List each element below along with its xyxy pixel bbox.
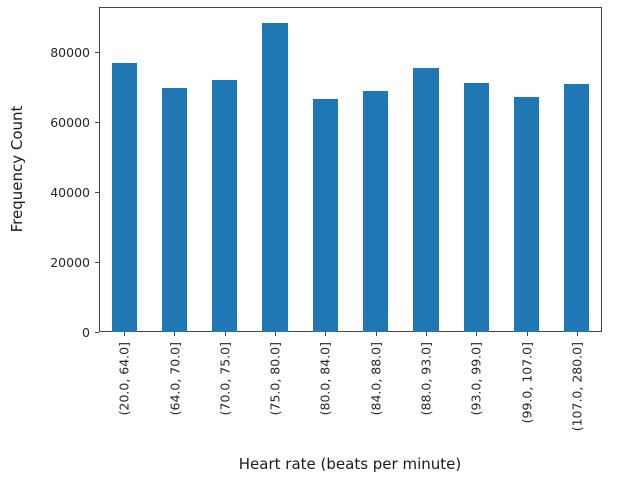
x-tick-mark (275, 332, 277, 336)
bar-7 (463, 83, 489, 332)
y-tick-mark (95, 192, 99, 194)
x-tick-mark (576, 332, 578, 336)
x-tick-label-text: (93.0, 99.0] (468, 342, 484, 416)
y-tick-label: 80000 (50, 44, 90, 60)
y-tick-label: 40000 (50, 184, 90, 200)
bar-5 (363, 91, 389, 332)
x-tick-mark (124, 332, 126, 336)
x-tick-mark (476, 332, 478, 336)
x-tick-label-text: (88.0, 93.0] (418, 342, 434, 416)
x-tick-mark (325, 332, 327, 336)
bar-9 (564, 84, 590, 332)
x-tick-label-text: (84.0, 88.0] (368, 342, 384, 416)
bar-4 (312, 99, 338, 332)
x-tick-label-text: (20.0, 64.0] (116, 342, 132, 416)
bar-8 (513, 97, 540, 332)
y-tick-label: 0 (82, 324, 90, 340)
x-tick-label-text: (64.0, 70.0] (166, 342, 182, 416)
bar-0 (111, 63, 137, 332)
x-axis-title: Heart rate (beats per minute) (238, 455, 462, 473)
x-tick-label-text: (75.0, 80.0] (267, 342, 283, 416)
x-tick-label-text: (80.0, 84.0] (317, 342, 333, 416)
x-tick-label-text: (107.0, 280.0] (569, 342, 585, 432)
bar-2 (212, 80, 238, 332)
y-tick-mark (95, 52, 99, 54)
y-axis-title: Frequency Count (8, 105, 26, 233)
bar-6 (413, 68, 439, 332)
x-tick-mark (526, 332, 528, 336)
x-tick-mark (224, 332, 226, 336)
bar-1 (161, 88, 188, 332)
y-tick-label: 20000 (50, 254, 90, 270)
bar-3 (262, 23, 288, 332)
x-tick-mark (174, 332, 176, 336)
x-tick-label-text: (99.0, 107.0] (519, 342, 535, 424)
x-tick-label-text: (70.0, 75.0] (217, 342, 233, 416)
y-tick-mark (95, 262, 99, 264)
y-tick-mark (95, 122, 99, 124)
y-tick-label: 60000 (50, 114, 90, 130)
x-tick-mark (425, 332, 427, 336)
x-tick-mark (375, 332, 377, 336)
y-tick-mark (95, 332, 99, 333)
